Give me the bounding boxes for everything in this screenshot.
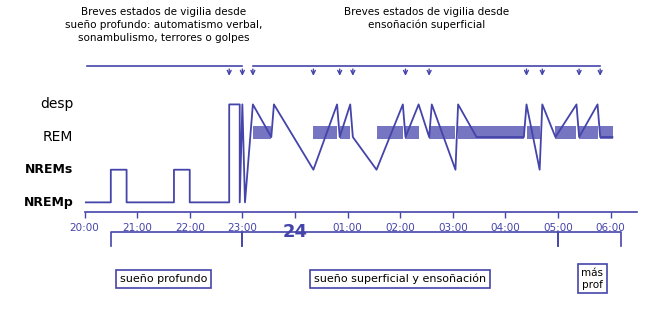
Bar [579,126,597,139]
Bar [313,126,337,139]
Text: sueño profundo: sueño profundo [120,274,207,284]
Bar [340,126,350,139]
Text: Breves estados de vigilia desde
sueño profundo: automatismo verbal,
sonambulismo: Breves estados de vigilia desde sueño pr… [65,7,262,43]
Bar [600,126,614,139]
Bar [429,126,456,139]
Bar [458,126,524,139]
Bar [406,126,419,139]
Bar [376,126,403,139]
Text: desp: desp [40,97,73,111]
Text: Breves estados de vigilia desde
ensоñación superficial: Breves estados de vigilia desde ensоñaci… [344,7,509,31]
Bar [526,126,539,139]
Bar [556,126,577,139]
Text: REM: REM [43,130,73,144]
Text: NREMs: NREMs [25,163,73,176]
Text: más
prof: más prof [581,268,603,290]
Text: NREMp: NREMp [23,196,73,209]
Bar [253,126,271,139]
Text: sueño superficial y ensоñación: sueño superficial y ensоñación [314,274,486,284]
